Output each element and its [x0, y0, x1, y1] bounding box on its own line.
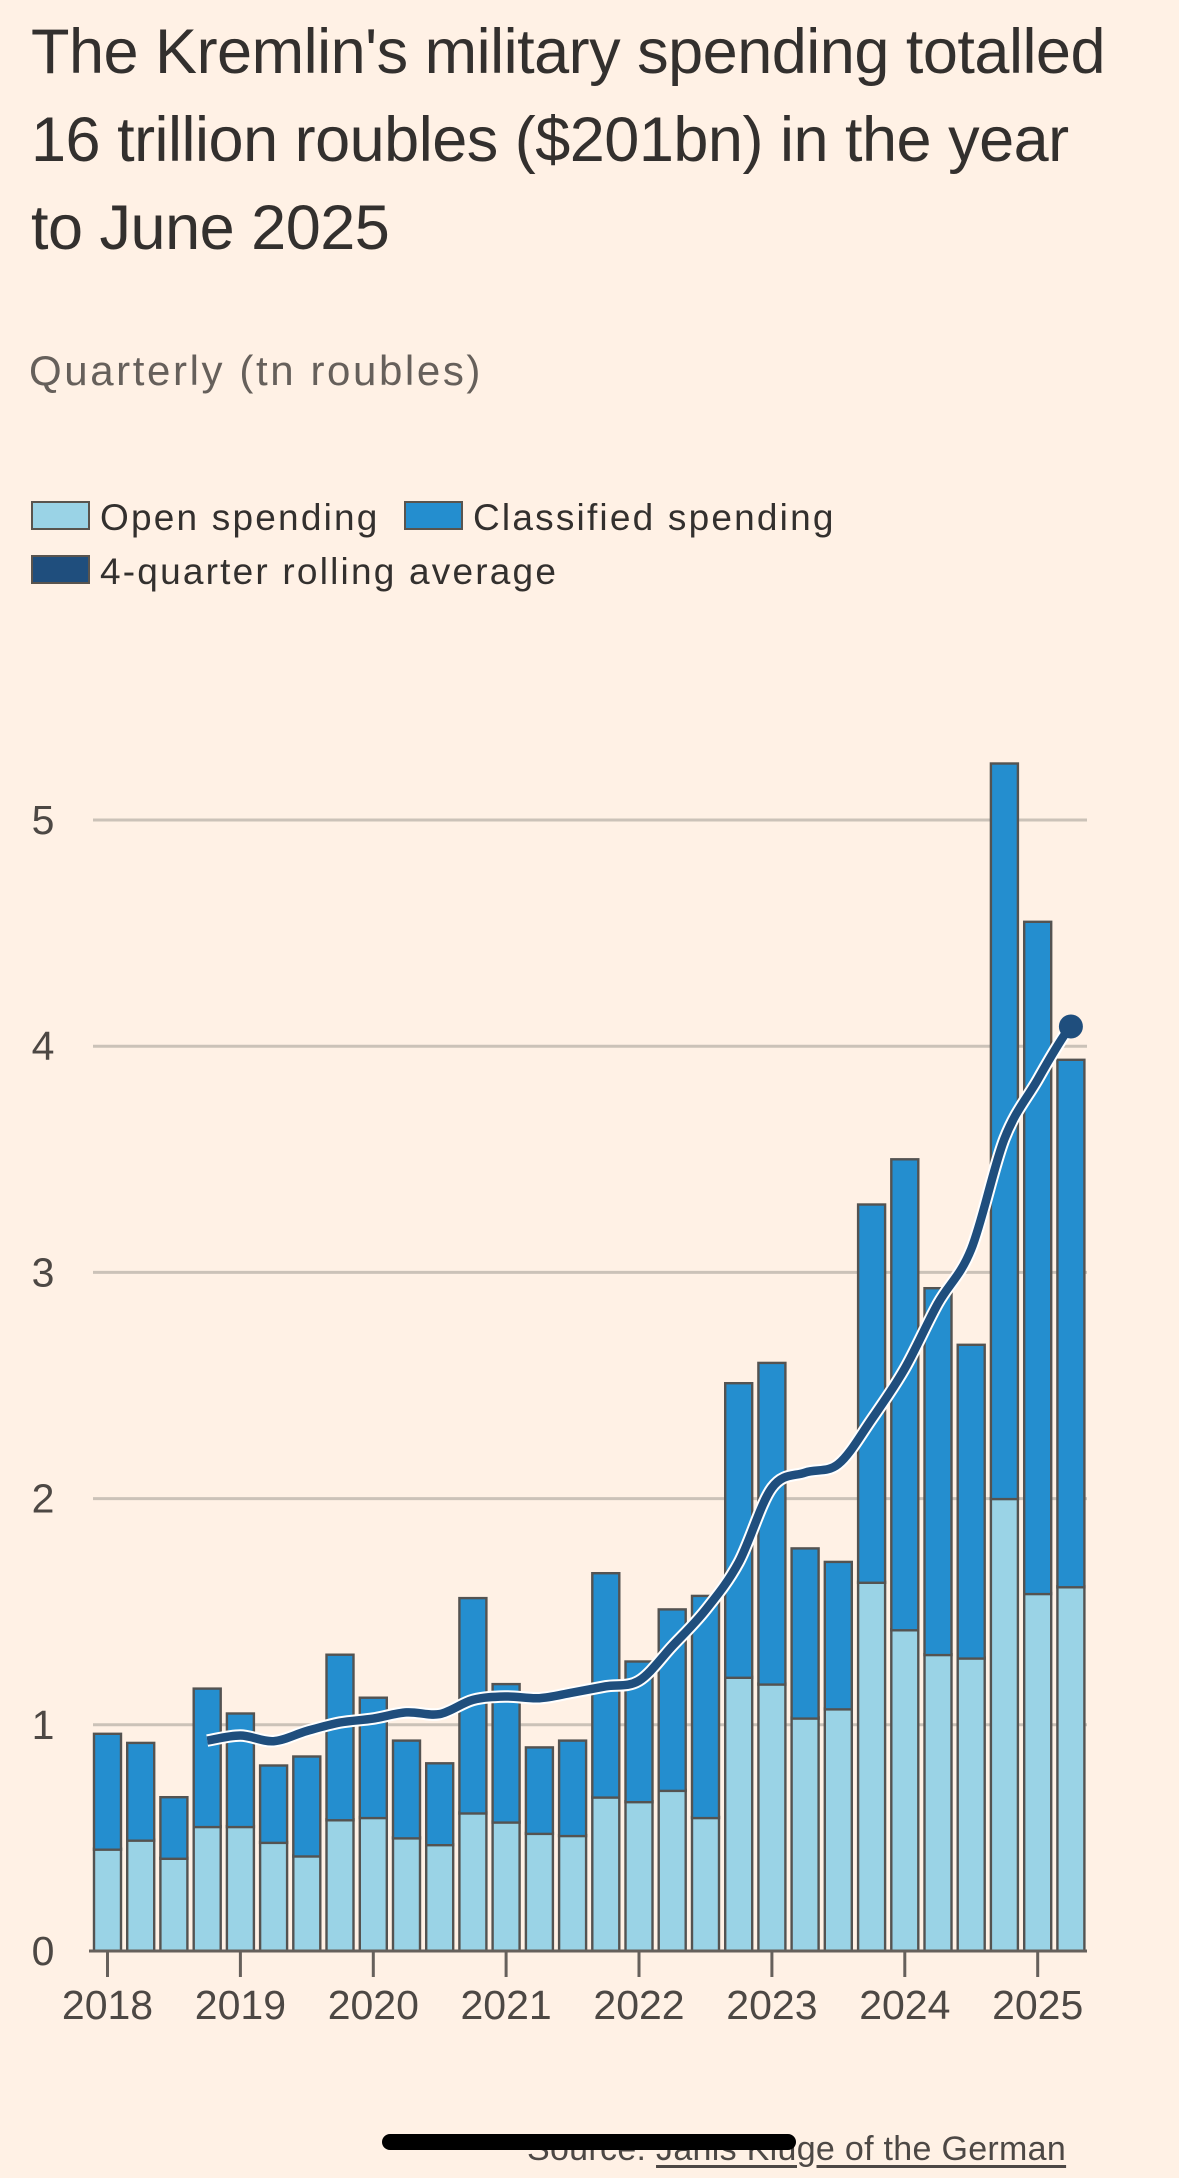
svg-text:2020: 2020: [328, 1982, 419, 2028]
svg-text:2023: 2023: [726, 1982, 817, 2028]
svg-text:2021: 2021: [460, 1982, 551, 2028]
svg-text:4: 4: [32, 1023, 55, 1069]
svg-text:2025: 2025: [992, 1982, 1083, 2028]
svg-text:5: 5: [32, 797, 55, 843]
svg-text:0: 0: [32, 1928, 55, 1974]
svg-text:2022: 2022: [593, 1982, 684, 2028]
svg-text:1: 1: [32, 1702, 55, 1748]
svg-text:2019: 2019: [195, 1982, 286, 2028]
svg-text:3: 3: [32, 1249, 55, 1295]
svg-text:2018: 2018: [62, 1982, 153, 2028]
svg-text:2024: 2024: [859, 1982, 950, 2028]
svg-text:2: 2: [32, 1476, 55, 1522]
